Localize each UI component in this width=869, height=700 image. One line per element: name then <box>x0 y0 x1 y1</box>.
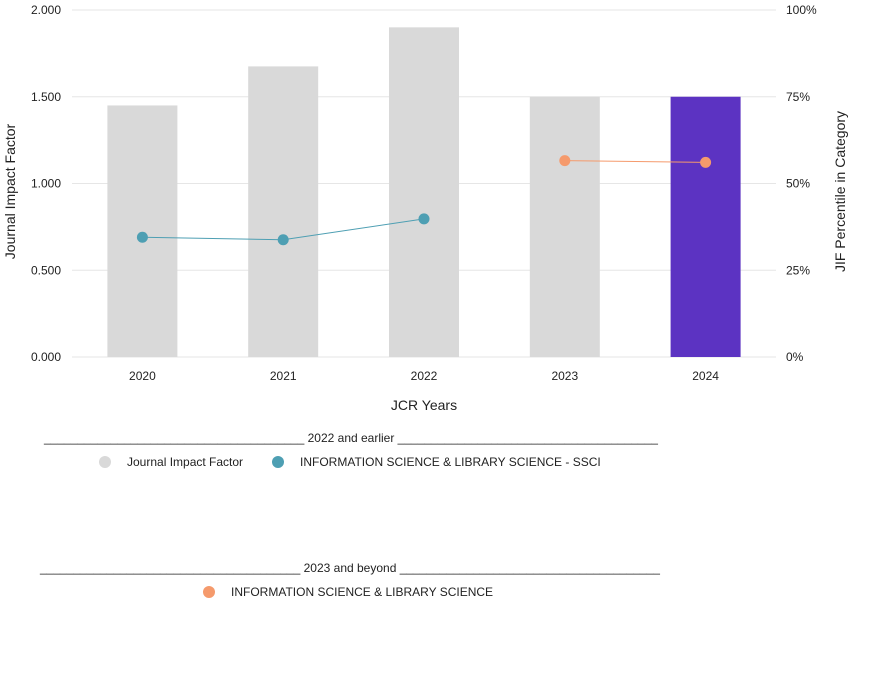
legend-label-jif: Journal Impact Factor <box>127 455 244 469</box>
x-tick-label: 2024 <box>692 369 719 383</box>
percentile-point-2024 <box>700 156 712 168</box>
bar-2022 <box>389 27 459 357</box>
x-tick-label: 2022 <box>411 369 438 383</box>
legend-dot-ssci <box>272 456 284 468</box>
y-tick-label: 1.000 <box>31 177 61 191</box>
legend-item-ssci[interactable]: INFORMATION SCIENCE & LIBRARY SCIENCE - … <box>272 455 601 469</box>
legend-header-2023-beyond: _______________________________________ … <box>40 561 660 575</box>
legend-item-isls[interactable]: INFORMATION SCIENCE & LIBRARY SCIENCE <box>203 585 493 599</box>
x-tick-label: 2020 <box>129 369 156 383</box>
x-tick-label: 2021 <box>270 369 297 383</box>
jif-chart: 0.000 0.500 1.000 1.500 2.000 0% 25% 50% 75% 100%… <box>2 3 848 413</box>
x-tick-label: 2023 <box>551 369 578 383</box>
y-tick-label: 0.500 <box>31 263 61 277</box>
legend-dot-jif <box>99 456 111 468</box>
legend-header-2022-earlier: _______________________________________ … <box>44 431 658 445</box>
y2-tick-label: 25% <box>786 263 810 277</box>
y-tick-label: 0.000 <box>31 350 61 364</box>
bar-2024 <box>670 96 741 357</box>
legend-item-jif[interactable]: Journal Impact Factor <box>99 455 243 469</box>
y2-tick-label: 0% <box>786 350 804 364</box>
y-tick-label: 1.500 <box>31 90 61 104</box>
legend-dot-isls <box>203 586 215 598</box>
percentile-point-2022 <box>418 213 430 225</box>
bar-2023 <box>529 96 600 357</box>
y2-axis-title: JIF Percentile in Category <box>832 111 848 272</box>
bar-2021 <box>248 66 319 357</box>
y-axis-title: Journal Impact Factor <box>2 123 18 259</box>
y2-tick-label: 75% <box>786 90 810 104</box>
legend-label-ssci: INFORMATION SCIENCE & LIBRARY SCIENCE - … <box>300 455 601 469</box>
x-axis-title: JCR Years <box>391 397 457 413</box>
percentile-point-2021 <box>277 234 289 246</box>
percentile-point-2023 <box>559 155 571 167</box>
percentile-line-1 <box>564 160 706 163</box>
y2-tick-label: 100% <box>786 3 817 17</box>
y2-tick-label: 50% <box>786 177 810 191</box>
y-tick-label: 2.000 <box>31 3 61 17</box>
percentile-point-2020 <box>136 231 148 243</box>
bar-2020 <box>107 105 178 357</box>
legend-label-isls: INFORMATION SCIENCE & LIBRARY SCIENCE <box>231 585 494 599</box>
